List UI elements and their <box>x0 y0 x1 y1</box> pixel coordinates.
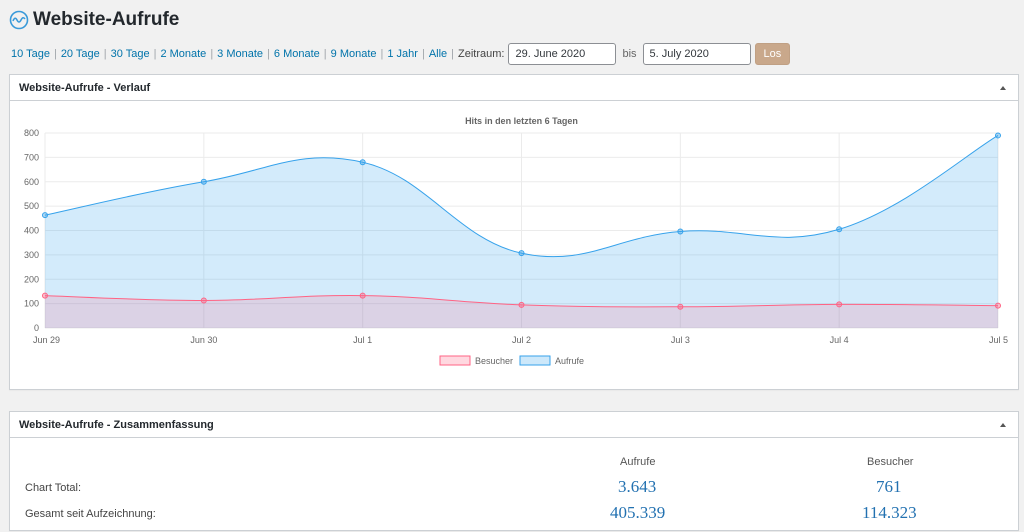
col-head-aufrufe: Aufrufe <box>620 456 656 468</box>
data-point-besucher <box>836 301 843 308</box>
range-link-alle[interactable]: Alle <box>428 48 448 60</box>
summary-postbox-title: Website-Aufrufe - Zusammenfassung <box>19 418 214 431</box>
y-tick-label: 200 <box>24 274 39 284</box>
separator: | <box>323 48 327 60</box>
data-point-besucher <box>995 302 1001 309</box>
x-tick-label: Jul 4 <box>830 335 849 345</box>
y-tick-label: 500 <box>24 201 39 211</box>
data-point-besucher <box>200 297 207 304</box>
summary-postbox-header[interactable]: Website-Aufrufe - Zusammenfassung <box>10 412 1018 438</box>
summary-postbox: Website-Aufrufe - Zusammenfassung Aufruf… <box>9 411 1019 531</box>
separator: | <box>153 48 157 60</box>
data-point-besucher <box>359 292 366 299</box>
go-button[interactable]: Los <box>754 43 791 65</box>
wave-logo-icon <box>9 10 29 30</box>
date-from-input[interactable] <box>508 43 617 65</box>
range-links: 10 Tage | 20 Tage | 30 Tage | 2 Monate | 3 Monat… <box>11 48 447 60</box>
total-aufrufe-value: 3.643 <box>618 477 657 496</box>
range-link-20-tage[interactable]: 20 Tage <box>60 48 100 60</box>
hits-chart: Hits in den letzten 6 Tagen 0 100 200 300 400… <box>24 116 1008 366</box>
x-tick-label: Jul 1 <box>353 335 372 345</box>
data-point-aufrufe <box>677 228 684 235</box>
y-tick-label: 0 <box>34 323 39 333</box>
bis-label: bis <box>622 48 637 60</box>
range-filter-bar: 10 Tage | 20 Tage | 30 Tage | 2 Monate | 3 Monat… <box>11 43 791 65</box>
data-point-aufrufe <box>359 159 366 166</box>
x-tick-label: Jun 30 <box>190 335 217 345</box>
page-header: Website-Aufrufe <box>9 8 179 32</box>
chart-title: Hits in den letzten 6 Tagen <box>465 116 578 126</box>
separator: | <box>103 48 107 60</box>
x-tick-label: Jul 3 <box>671 335 690 345</box>
summary-table: Aufrufe Besucher Chart Total: 3.643 761 … <box>10 438 1018 532</box>
data-point-aufrufe <box>42 212 48 219</box>
row-label: Chart Total: <box>25 482 82 494</box>
separator: | <box>53 48 57 60</box>
series-line-aufrufe <box>44 135 999 258</box>
separator: | <box>421 48 425 60</box>
y-tick-label: 600 <box>24 177 39 187</box>
series-line-besucher <box>44 294 999 308</box>
y-tick-label: 400 <box>24 226 39 236</box>
chart-postbox-title: Website-Aufrufe - Verlauf <box>19 81 151 94</box>
x-tick-label: Jul 2 <box>512 335 531 345</box>
collapse-arrow-icon[interactable] <box>1000 422 1006 427</box>
alltime-besucher-value: 114.323 <box>862 503 917 522</box>
date-to-input[interactable] <box>642 43 751 65</box>
range-link-1-jahr[interactable]: 1 Jahr <box>387 48 418 60</box>
legend-label: Aufrufe <box>555 356 584 366</box>
alltime-aufrufe-value: 405.339 <box>610 503 666 522</box>
series-area-aufrufe <box>45 135 998 328</box>
y-tick-label: 800 <box>24 128 39 138</box>
data-point-besucher <box>677 303 684 310</box>
row-label: Gesamt seit Aufzeichnung: <box>25 508 156 520</box>
data-point-besucher <box>42 292 48 299</box>
data-point-aufrufe <box>518 250 525 257</box>
series-area-besucher <box>45 295 998 328</box>
chart-area: Hits in den letzten 6 Tagen 0 100 200 300 400… <box>10 101 1018 389</box>
y-tick-label: 100 <box>24 299 39 309</box>
total-besucher-value: 761 <box>876 477 902 496</box>
range-link-10-tage[interactable]: 10 Tage <box>11 48 50 60</box>
chart-postbox: Website-Aufrufe - Verlauf Hits in den le… <box>9 74 1019 390</box>
range-link-2-monate[interactable]: 2 Monate <box>160 48 207 60</box>
y-tick-label: 300 <box>24 250 39 260</box>
legend-swatch <box>439 355 471 366</box>
col-head-besucher: Besucher <box>867 456 914 468</box>
range-link-30-tage[interactable]: 30 Tage <box>110 48 150 60</box>
x-tick-label: Jul 5 <box>989 335 1008 345</box>
chart-postbox-header[interactable]: Website-Aufrufe - Verlauf <box>10 75 1018 101</box>
data-point-besucher <box>518 301 525 308</box>
separator: | <box>380 48 384 60</box>
data-point-aufrufe <box>836 226 843 233</box>
x-tick-label: Jun 29 <box>33 335 60 345</box>
data-point-aufrufe <box>995 132 1001 139</box>
range-link-6-monate[interactable]: 6 Monate <box>273 48 320 60</box>
y-tick-label: 700 <box>24 152 39 162</box>
zeitraum-label: Zeitraum: <box>458 48 505 60</box>
collapse-arrow-icon[interactable] <box>1000 85 1006 90</box>
page-title: Website-Aufrufe <box>33 9 180 30</box>
separator: | <box>210 48 214 60</box>
legend-swatch <box>519 355 551 366</box>
data-point-aufrufe <box>200 178 207 185</box>
range-link-3-monate[interactable]: 3 Monate <box>217 48 264 60</box>
range-link-9-monate[interactable]: 9 Monate <box>330 48 377 60</box>
separator: | <box>267 48 270 60</box>
separator: | <box>451 48 455 60</box>
legend-label: Besucher <box>475 356 513 366</box>
